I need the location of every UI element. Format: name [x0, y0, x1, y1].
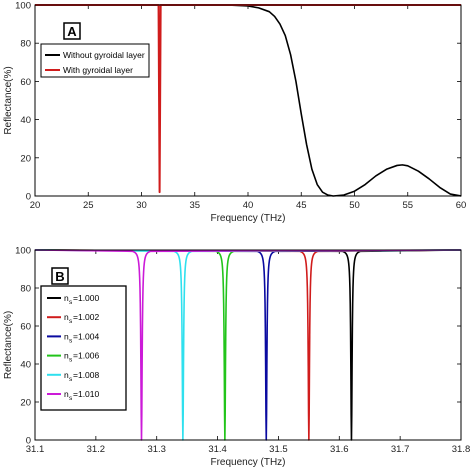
- x-tick-label: 40: [243, 200, 254, 211]
- y-tick-label: 40: [20, 360, 31, 371]
- legend-label-symbol: n: [64, 370, 69, 380]
- legend-label-value: =1.006: [73, 351, 100, 361]
- x-tick-label: 31.2: [87, 444, 106, 455]
- series-without-gyroidal-line: [35, 4, 461, 197]
- y-tick-label: 0: [26, 436, 31, 447]
- panel-tag-box: [51, 267, 69, 285]
- legend-label-symbol: n: [64, 389, 69, 399]
- legend-box: [40, 285, 127, 411]
- y-tick-label: 80: [20, 284, 31, 295]
- x-tick-label: 31.4: [208, 444, 227, 455]
- panel-tag-box: [63, 22, 81, 40]
- x-tick-label: 31.5: [269, 444, 288, 455]
- panel-tag-b: B: [51, 267, 69, 285]
- plot-frame: [34, 249, 462, 441]
- legend-label-subscript: s: [69, 395, 73, 402]
- legend-label-subscript: s: [69, 376, 73, 383]
- plot-frame: [34, 4, 462, 197]
- legend-label-value: =1.004: [73, 331, 100, 341]
- y-tick-label: 60: [20, 322, 31, 333]
- legend-label: With gyroidal layer: [63, 65, 133, 75]
- panel-b-chart: 31.1 31.2 31.3 31.4 31.5 31.6 31.7 31.8 0 20 40 60 8…: [3, 246, 470, 469]
- legend-label-symbol: n: [64, 312, 69, 322]
- x-axis-title: Frequency (THz): [210, 213, 285, 224]
- y-tick-label: 100: [15, 1, 31, 12]
- y-tick-label: 20: [20, 153, 31, 164]
- y-tick-label: 80: [20, 39, 31, 50]
- legend-label-value: =1.010: [73, 389, 100, 399]
- y-tick-label: 60: [20, 77, 31, 88]
- x-tick-label: 31.1: [26, 444, 45, 455]
- x-tick-label: 31.7: [391, 444, 410, 455]
- legend-label: Without gyroidal layer: [63, 50, 145, 60]
- legend-label-value: =1.002: [73, 312, 100, 322]
- legend-label-subscript: s: [69, 318, 73, 325]
- x-tick-label: 31.8: [452, 444, 471, 455]
- legend-label-subscript: s: [69, 337, 73, 344]
- legend-label-symbol: n: [64, 293, 69, 303]
- x-tick-label: 50: [349, 200, 360, 211]
- panel-tag-label: A: [67, 24, 77, 39]
- legend-label-value: =1.008: [73, 370, 100, 380]
- legend: Without gyroidal layer With gyroidal laye…: [40, 43, 150, 78]
- y-tick-label: 100: [15, 246, 31, 257]
- y-tick-label: 0: [26, 192, 31, 203]
- x-tick-label: 45: [296, 200, 307, 211]
- legend-label-symbol: n: [64, 351, 69, 361]
- legend-label-subscript: s: [69, 299, 73, 306]
- panel-a-chart: 20 25 30 35 40 45 50 55 60020406080100Frequency …: [3, 1, 466, 225]
- y-tick-label: 20: [20, 398, 31, 409]
- x-tick-label: 25: [83, 200, 94, 211]
- y-tick-label: 40: [20, 115, 31, 126]
- panel-tag-a: A: [63, 22, 81, 40]
- x-tick-label: 60: [456, 200, 467, 211]
- x-axis-title: Frequency (THz): [210, 457, 285, 468]
- x-tick-label: 31.6: [330, 444, 349, 455]
- plot-area: [35, 5, 461, 196]
- x-tick-label: 30: [136, 200, 147, 211]
- legend-box: [40, 43, 150, 78]
- y-axis-title: Reflectance(%): [3, 66, 14, 134]
- x-tick-label: 35: [189, 200, 200, 211]
- panel-tag-label: B: [55, 269, 64, 284]
- x-tick-label: 31.3: [147, 444, 166, 455]
- legend-label-symbol: n: [64, 331, 69, 341]
- legend-label-value: =1.000: [73, 293, 100, 303]
- x-tick-label: 55: [402, 200, 413, 211]
- x-tick-label: 20: [30, 200, 41, 211]
- y-axis-title: Reflectance(%): [3, 311, 14, 379]
- legend-label-subscript: s: [69, 357, 73, 364]
